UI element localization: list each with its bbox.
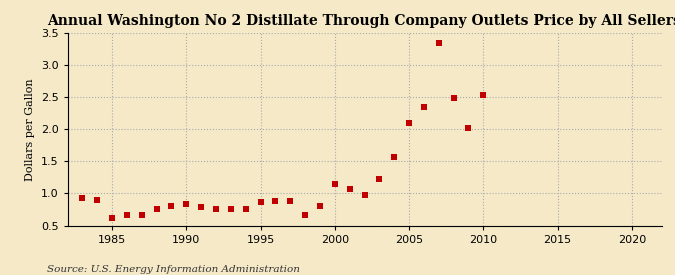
Title: Annual Washington No 2 Distillate Through Company Outlets Price by All Sellers: Annual Washington No 2 Distillate Throug… (47, 14, 675, 28)
Text: Source: U.S. Energy Information Administration: Source: U.S. Energy Information Administ… (47, 265, 300, 274)
Y-axis label: Dollars per Gallon: Dollars per Gallon (25, 78, 35, 181)
